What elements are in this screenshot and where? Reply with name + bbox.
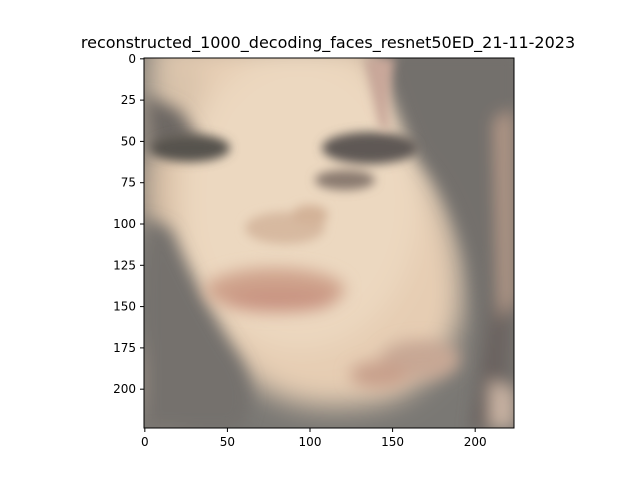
x-tick-label: 0 bbox=[141, 435, 149, 449]
y-tick-label: 200 bbox=[113, 382, 136, 396]
y-tick-label: 175 bbox=[113, 341, 136, 355]
y-axis-ticks: 0 25 50 75 100 125 150 175 200 bbox=[113, 52, 144, 396]
y-tick-label: 50 bbox=[121, 134, 136, 148]
y-tick-label: 125 bbox=[113, 258, 136, 272]
y-tick-label: 25 bbox=[121, 93, 136, 107]
x-tick-label: 100 bbox=[299, 435, 322, 449]
y-tick-label: 150 bbox=[113, 300, 136, 314]
figure-title: reconstructed_1000_decoding_faces_resnet… bbox=[80, 33, 576, 52]
x-tick-label: 200 bbox=[464, 435, 487, 449]
x-tick-label: 150 bbox=[381, 435, 404, 449]
y-tick-label: 75 bbox=[121, 176, 136, 190]
reconstructed-face-image bbox=[144, 58, 514, 428]
axes-frame bbox=[143, 57, 515, 429]
x-axis-ticks: 0 50 100 150 200 bbox=[141, 428, 487, 449]
x-tick-label: 50 bbox=[220, 435, 235, 449]
y-tick-label: 0 bbox=[128, 52, 136, 66]
y-tick-label: 100 bbox=[113, 217, 136, 231]
